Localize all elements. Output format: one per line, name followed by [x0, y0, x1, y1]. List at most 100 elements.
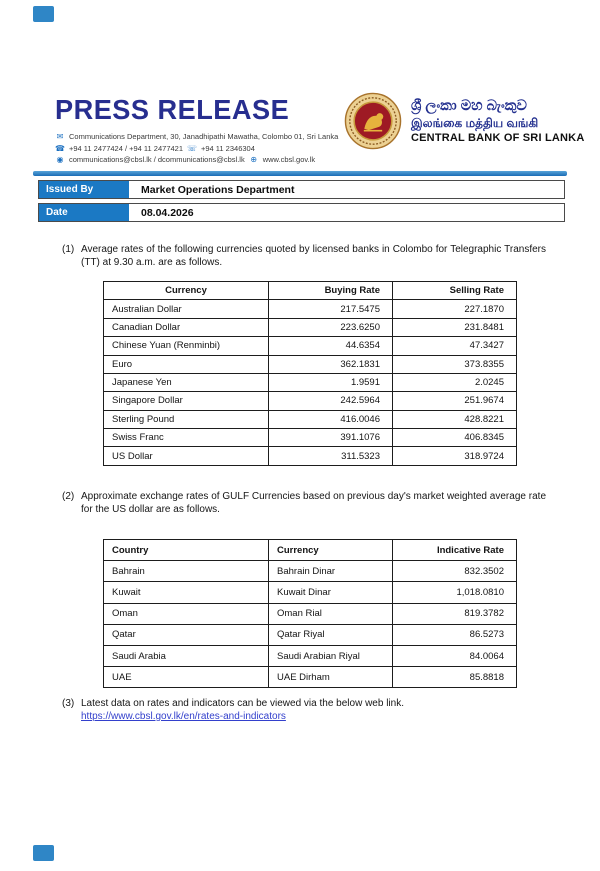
- table-cell: 1,018.0810: [392, 581, 517, 604]
- table-cell: Kuwait: [103, 581, 269, 604]
- table-cell: 47.3427: [392, 336, 517, 356]
- bank-name-english: CENTRAL BANK OF SRI LANKA: [411, 131, 585, 144]
- bank-name-sinhala: ශ්‍රී ලංකා මහ බැංකුව: [411, 97, 527, 114]
- header-divider-bar: [33, 171, 567, 176]
- envelope-icon: ✉: [56, 132, 64, 141]
- section-3-text: Latest data on rates and indicators can …: [81, 698, 404, 709]
- table-cell: 217.5475: [268, 299, 393, 319]
- table-cell: 251.9674: [392, 391, 517, 411]
- table-row: Sterling Pound 416.0046 428.8221: [103, 409, 517, 430]
- table-cell: Bahrain Dinar: [268, 560, 393, 583]
- table-cell: 832.3502: [392, 560, 517, 583]
- table-cell: 416.0046: [268, 409, 393, 430]
- central-bank-seal-logo: [344, 92, 402, 150]
- table-cell: Saudi Arabia: [103, 644, 269, 668]
- section-2: (2) Approximate exchange rates of GULF C…: [62, 490, 546, 516]
- table-row: Swiss Franc 391.1076 406.8345: [103, 427, 517, 448]
- table-cell: 362.1831: [268, 354, 393, 374]
- page-corner-marker-bottom: [33, 845, 54, 861]
- press-release-title: PRESS RELEASE: [55, 94, 290, 125]
- contact-address-line: ✉ Communications Department, 30, Janadhi…: [55, 131, 339, 143]
- table-row: Saudi Arabia Saudi Arabian Riyal 84.0064: [103, 644, 517, 668]
- contact-block: ✉ Communications Department, 30, Janadhi…: [55, 131, 338, 166]
- table-header-row: Country Currency Indicative Rate: [103, 538, 517, 562]
- column-header-currency: Currency: [103, 280, 269, 301]
- table-cell: Bahrain: [103, 560, 269, 583]
- column-header-country: Country: [103, 538, 269, 562]
- page-corner-marker-top: [33, 6, 54, 22]
- table-cell: Chinese Yuan (Renminbi): [103, 336, 269, 356]
- table-cell: UAE Dirham: [268, 666, 393, 689]
- issued-by-row: Issued By Market Operations Department: [38, 180, 565, 199]
- table-row: Oman Oman Rial 819.3782: [103, 602, 517, 625]
- contact-email-line: ◉ communications@cbsl.lk / dcommunicatio…: [55, 154, 338, 166]
- issued-by-label: Issued By: [39, 181, 129, 198]
- bank-names: ශ්‍රී ලංකා මහ බැංකුව இலங்கை மத்திய வங்கி…: [411, 97, 584, 146]
- fax-icon: ☏: [187, 143, 198, 153]
- table-row: Chinese Yuan (Renminbi) 44.6354 47.3427: [103, 336, 517, 356]
- table-cell: 242.5964: [268, 391, 393, 411]
- table-row: US Dollar 311.5323 318.9724: [103, 446, 517, 466]
- table-cell: 311.5323: [268, 446, 393, 466]
- table-header-row: Currency Buying Rate Selling Rate: [103, 280, 517, 301]
- table-row: Qatar Qatar Riyal 86.5273: [103, 623, 517, 646]
- table-row: UAE UAE Dirham 85.8818: [103, 666, 517, 689]
- date-row: Date 08.04.2026: [38, 203, 565, 222]
- table-row: Kuwait Kuwait Dinar 1,018.0810: [103, 581, 517, 604]
- table-cell: Singapore Dollar: [103, 391, 269, 411]
- table-cell: 231.8481: [392, 317, 517, 338]
- bank-name-tamil: இலங்கை மத்திய வங்கி: [411, 115, 539, 130]
- section-1-number: (1): [62, 244, 75, 255]
- table-cell: 819.3782: [392, 602, 517, 625]
- table-cell: 1.9591: [268, 372, 393, 393]
- table-cell: 2.0245: [392, 372, 517, 393]
- table-cell: Qatar Riyal: [268, 623, 393, 646]
- table-row: Singapore Dollar 242.5964 251.9674: [103, 391, 517, 411]
- date-value: 08.04.2026: [141, 206, 194, 219]
- email-icon: ◉: [56, 155, 64, 164]
- table-cell: 44.6354: [268, 336, 393, 356]
- table-cell: Euro: [103, 354, 269, 374]
- table-cell: Sterling Pound: [103, 409, 269, 430]
- table-cell: US Dollar: [103, 446, 269, 466]
- contact-fax: +94 11 2346304: [201, 143, 255, 153]
- column-header-currency: Currency: [268, 538, 393, 562]
- table-row: Euro 362.1831 373.8355: [103, 354, 517, 374]
- table-cell: Japanese Yen: [103, 372, 269, 393]
- tt-rates-table: Currency Buying Rate Selling Rate Austra…: [103, 280, 517, 466]
- issued-by-value: Market Operations Department: [141, 183, 295, 196]
- table-row: Canadian Dollar 223.6250 231.8481: [103, 317, 517, 338]
- section-3: (3) Latest data on rates and indicators …: [62, 697, 546, 710]
- table-cell: 86.5273: [392, 623, 517, 646]
- section-1: (1) Average rates of the following curre…: [62, 243, 546, 269]
- table-cell: 84.0064: [392, 644, 517, 668]
- section-3-number: (3): [62, 698, 75, 709]
- column-header-buying-rate: Buying Rate: [268, 280, 393, 301]
- table-cell: Qatar: [103, 623, 269, 646]
- rates-and-indicators-link[interactable]: https://www.cbsl.gov.lk/en/rates-and-ind…: [81, 711, 286, 722]
- table-cell: 428.8221: [392, 409, 517, 430]
- table-cell: 318.9724: [392, 446, 517, 466]
- table-cell: Kuwait Dinar: [268, 581, 393, 604]
- table-row: Japanese Yen 1.9591 2.0245: [103, 372, 517, 393]
- header-right: ශ්‍රී ලංකා මහ බැංකුව இலங்கை மத்திய வங்கி…: [344, 92, 584, 150]
- section-2-number: (2): [62, 491, 75, 502]
- table-cell: Oman: [103, 602, 269, 625]
- table-row: Bahrain Bahrain Dinar 832.3502: [103, 560, 517, 583]
- table-cell: 85.8818: [392, 666, 517, 689]
- contact-emails: communications@cbsl.lk / dcommunications…: [69, 155, 245, 164]
- table-cell: Oman Rial: [268, 602, 393, 625]
- contact-phones: +94 11 2477424 / +94 11 2477421: [69, 143, 183, 153]
- gulf-rates-table: Country Currency Indicative Rate Bahrain…: [103, 538, 517, 689]
- header-left: PRESS RELEASE ✉ Communications Departmen…: [55, 94, 338, 166]
- table-cell: Canadian Dollar: [103, 317, 269, 338]
- globe-icon: ⊕: [250, 155, 258, 164]
- column-header-indicative-rate: Indicative Rate: [392, 538, 517, 562]
- table-cell: Australian Dollar: [103, 299, 269, 319]
- table-cell: Saudi Arabian Riyal: [268, 644, 393, 668]
- table-cell: 223.6250: [268, 317, 393, 338]
- table-row: Australian Dollar 217.5475 227.1870: [103, 299, 517, 319]
- table-cell: 373.8355: [392, 354, 517, 374]
- table-cell: Swiss Franc: [103, 427, 269, 448]
